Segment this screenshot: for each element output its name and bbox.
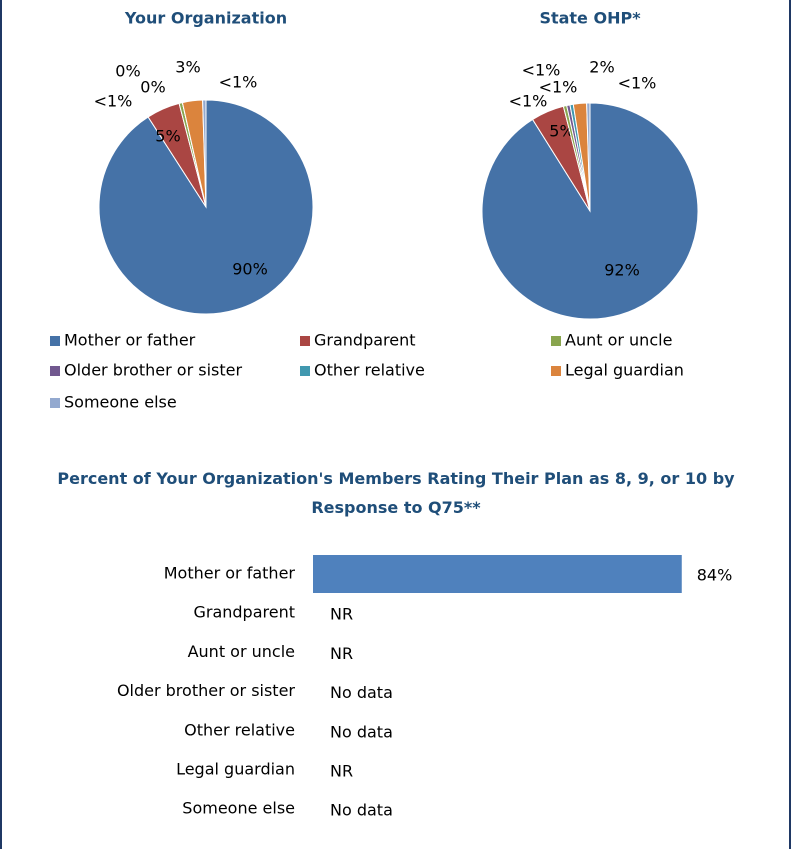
- slice-label: <1%: [539, 78, 578, 97]
- slice-label: 92%: [604, 261, 640, 280]
- pie-title: Your Organization: [124, 9, 287, 28]
- value-label: NR: [330, 605, 353, 624]
- slice-label: 0%: [115, 62, 140, 81]
- category-label: Legal guardian: [176, 760, 295, 779]
- slice-label: 3%: [175, 58, 200, 77]
- value-label: No data: [330, 801, 393, 820]
- value-label: No data: [330, 722, 393, 741]
- legend-label: Other relative: [314, 361, 425, 380]
- slice-label: <1%: [509, 92, 548, 111]
- legend-label: Legal guardian: [565, 361, 684, 380]
- category-label: Older brother or sister: [117, 681, 295, 700]
- category-label: Someone else: [182, 799, 295, 818]
- category-label: Other relative: [184, 720, 295, 739]
- legend-swatch: [300, 336, 310, 346]
- slice-label: <1%: [94, 92, 133, 111]
- value-label: 84%: [697, 566, 733, 585]
- pie-title: State OHP*: [539, 9, 641, 28]
- legend-swatch: [50, 398, 60, 408]
- legend-swatch: [551, 366, 561, 376]
- slice-label: <1%: [219, 73, 258, 92]
- slice-label: 90%: [232, 260, 268, 279]
- legend-swatch: [300, 366, 310, 376]
- slice-label: 5%: [155, 127, 180, 146]
- pie-slice: [586, 102, 591, 212]
- slice-label: 0%: [140, 78, 165, 97]
- category-label: Grandparent: [193, 603, 295, 622]
- value-label: NR: [330, 644, 353, 663]
- value-label: No data: [330, 683, 393, 702]
- slice-label: <1%: [618, 74, 657, 93]
- legend-swatch: [50, 336, 60, 346]
- category-label: Aunt or uncle: [188, 642, 295, 661]
- bar: [313, 555, 682, 593]
- category-label: Mother or father: [164, 564, 296, 583]
- bar-title: Percent of Your Organization's Members R…: [57, 469, 735, 517]
- legend-swatch: [551, 336, 561, 346]
- legend-label: Mother or father: [64, 331, 196, 350]
- pie-slice: [202, 99, 207, 208]
- value-label: NR: [330, 762, 353, 781]
- legend-label: Grandparent: [314, 331, 416, 350]
- legend-label: Older brother or sister: [64, 361, 242, 380]
- legend-swatch: [50, 366, 60, 376]
- slice-label: <1%: [522, 61, 561, 80]
- slice-label: 2%: [589, 58, 614, 77]
- legend-label: Someone else: [64, 393, 177, 412]
- legend-label: Aunt or uncle: [565, 331, 672, 350]
